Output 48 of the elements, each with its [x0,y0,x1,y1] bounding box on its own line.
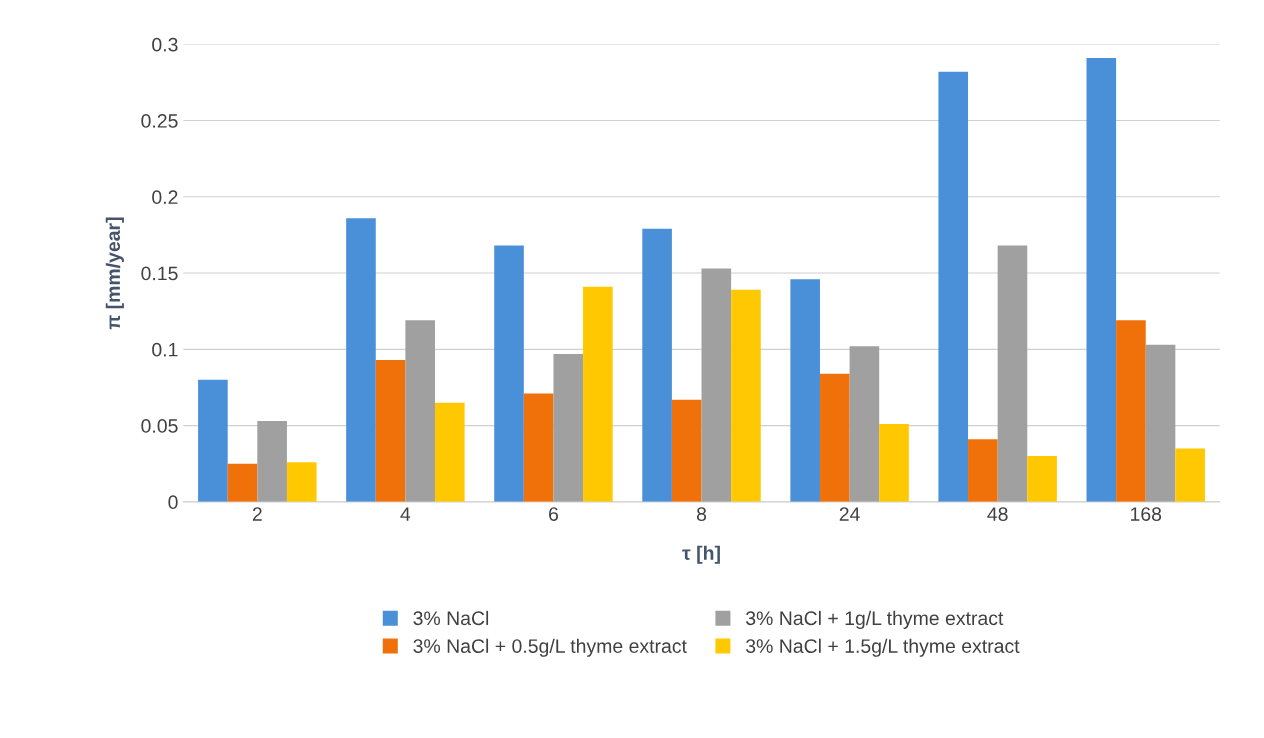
bar [405,320,435,502]
bar [790,279,820,502]
y-tick-label: 0.25 [141,114,178,128]
x-tick-label: 24 [839,507,860,521]
x-tick-label: 6 [549,507,558,521]
bar [642,228,672,502]
y-tick-label: 0.05 [141,419,178,433]
bar [346,218,376,502]
bar [1027,456,1057,502]
bar [286,462,317,502]
x-tick-label: 4 [400,507,411,521]
bar [849,346,880,502]
legend-label: 3% NaCl + 0.5g/L thyme extract [413,638,687,657]
bar [494,245,524,502]
bar [435,402,465,502]
legend-label: 3% NaCl + 1.5g/L thyme extract [746,638,1020,657]
y-tick-label: 0 [168,495,178,510]
y-tick-label: 0.2 [152,190,178,205]
bar [731,289,761,502]
bar [1086,58,1117,502]
bar [968,439,998,502]
bar [227,463,258,502]
x-tick-label: 168 [1130,507,1162,521]
y-tick-label: 0.3 [152,37,178,52]
bar [671,399,702,502]
y-axis-title: π [mm/year] [105,217,124,330]
legend-label: 3% NaCl + 1g/L thyme extract [746,610,1004,629]
bar [1175,448,1205,502]
bar [1145,344,1176,502]
bar [938,71,969,502]
x-tick-label: 8 [696,507,707,521]
x-axis-title: τ [h] [682,545,720,564]
bar [701,268,732,502]
bar [819,373,850,502]
bar [997,245,1028,502]
bar [1116,320,1146,502]
bar [375,360,406,502]
y-tick-label: 0.15 [141,266,178,281]
bar [198,379,228,502]
bar [879,424,909,502]
x-tick-label: 2 [252,507,262,521]
bar [523,393,554,502]
legend-label: 3% NaCl [413,610,489,626]
x-tick-label: 48 [987,507,1008,521]
bar [257,421,287,502]
bar [553,353,584,502]
y-tick-label: 0.1 [152,342,178,357]
bar [583,286,613,502]
